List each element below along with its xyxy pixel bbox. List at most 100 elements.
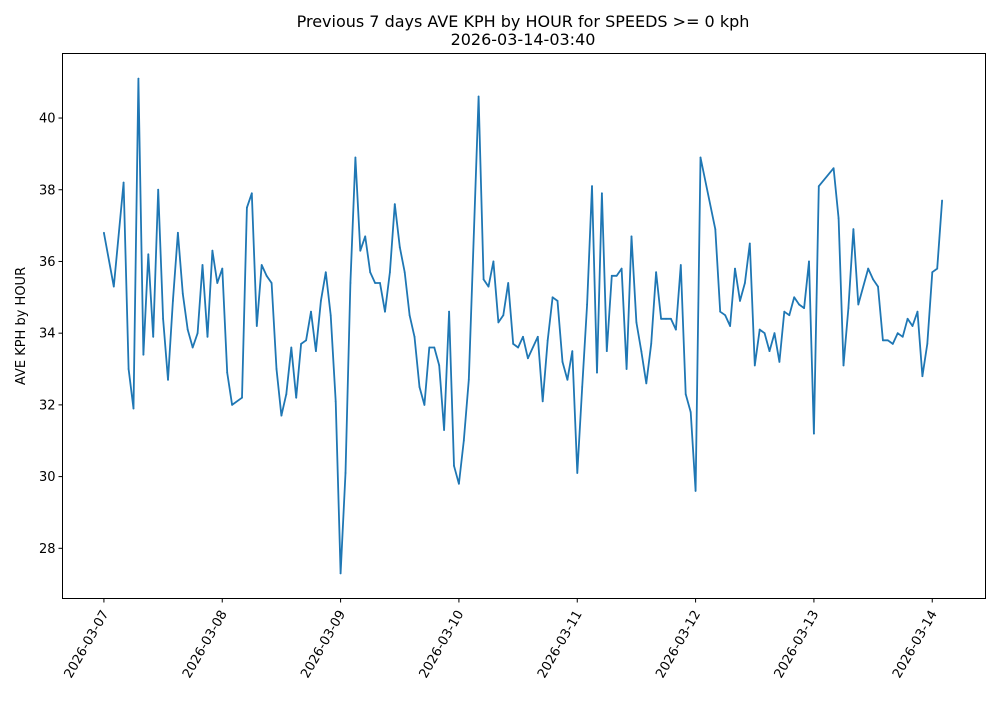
data-point [591, 185, 593, 188]
data-point [655, 271, 658, 274]
data-point [216, 282, 219, 284]
data-point [847, 307, 850, 309]
data-point [674, 328, 677, 331]
data-point [601, 192, 603, 195]
y-tick-label: 36 [39, 255, 56, 270]
data-point [645, 382, 648, 385]
data-point [586, 303, 589, 306]
data-point [507, 282, 510, 284]
data-point [103, 231, 105, 234]
chart-title: Previous 7 days AVE KPH by HOUR for SPEE… [297, 12, 750, 31]
data-point [250, 192, 253, 195]
data-point [837, 217, 840, 220]
data-point [660, 317, 662, 320]
data-point [196, 332, 199, 335]
data-point [438, 364, 441, 367]
data-point [719, 310, 722, 313]
data-point [743, 282, 746, 284]
data-point [152, 335, 155, 338]
data-point [610, 274, 613, 277]
data-point [398, 246, 401, 249]
data-point [571, 350, 574, 352]
data-point [280, 414, 283, 417]
data-point [916, 310, 919, 313]
data-point [142, 353, 145, 356]
y-tick-label: 38 [39, 183, 56, 198]
data-point [354, 156, 357, 159]
data-point [911, 325, 914, 327]
data-point [739, 300, 741, 302]
data-point [344, 472, 347, 474]
x-tick-label: 2026-03-10 [417, 608, 468, 681]
plot-area: 2026-03-07 2026-03-08 2026-03-09 2026-03-10… [39, 77, 944, 681]
data-point [832, 167, 835, 170]
series-line [103, 77, 943, 575]
y-tick-label: 28 [39, 542, 56, 557]
data-point [512, 343, 515, 345]
data-point [364, 235, 367, 238]
data-point [255, 325, 258, 327]
data-point [921, 375, 924, 378]
data-point [556, 300, 559, 302]
data-point [482, 278, 485, 281]
data-point [191, 346, 194, 349]
y-tick-label: 32 [39, 398, 56, 413]
data-point [936, 267, 939, 270]
data-point [576, 472, 579, 474]
data-point [305, 339, 307, 342]
data-point [403, 271, 406, 274]
data-point [882, 339, 884, 342]
data-point [349, 282, 352, 284]
data-point [891, 343, 894, 345]
data-point [339, 572, 342, 575]
data-point [260, 264, 263, 266]
axes-frame [62, 53, 986, 599]
data-point [813, 432, 815, 435]
data-point [181, 292, 184, 295]
data-point [536, 335, 539, 338]
x-tick-label: 2026-03-13 [772, 608, 823, 681]
data-point [906, 317, 909, 320]
data-point [867, 267, 870, 270]
data-point [670, 317, 672, 320]
data-point [768, 350, 771, 352]
data-point [374, 282, 376, 284]
data-point [803, 307, 805, 309]
data-point [699, 156, 702, 159]
data-point [650, 343, 653, 345]
data-point [931, 271, 934, 274]
data-point [625, 368, 628, 370]
data-point [112, 285, 115, 288]
data-point [896, 332, 899, 335]
x-tick-label: 2026-03-07 [62, 608, 113, 681]
data-point [842, 364, 845, 367]
data-point [132, 407, 135, 410]
x-tick-label: 2026-03-09 [298, 608, 349, 681]
data-point [176, 231, 179, 234]
data-point [753, 364, 756, 367]
data-point [546, 339, 549, 342]
data-point [295, 396, 298, 399]
data-point [122, 181, 125, 184]
x-tick-label: 2026-03-14 [890, 608, 941, 681]
data-point [941, 199, 944, 202]
data-point [369, 271, 372, 274]
data-point [615, 274, 618, 277]
data-point [605, 350, 608, 352]
data-point [462, 439, 465, 442]
data-point [714, 228, 717, 231]
data-point [319, 300, 322, 302]
data-point [630, 235, 633, 238]
y-tick-label: 30 [39, 470, 56, 485]
data-point [147, 253, 150, 256]
y-tick-label: 40 [39, 112, 56, 127]
data-point [808, 260, 810, 263]
data-point [423, 403, 426, 406]
data-point [763, 332, 766, 335]
data-point [324, 271, 327, 274]
data-point [502, 314, 505, 317]
data-point [408, 314, 411, 317]
data-point [384, 310, 386, 313]
data-point [433, 346, 436, 349]
data-point [127, 368, 130, 370]
